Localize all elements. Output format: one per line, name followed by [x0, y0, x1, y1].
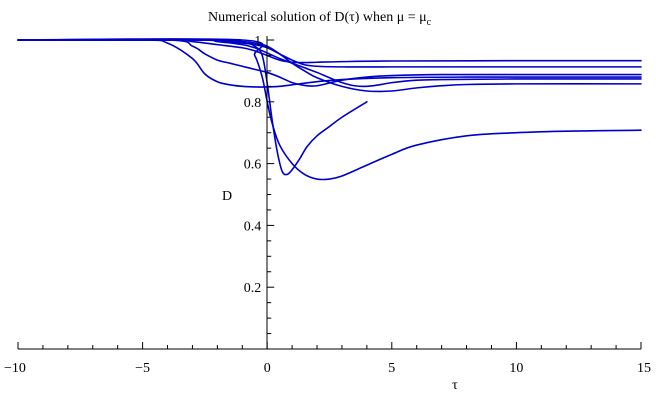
y-tick-label: 0.8	[244, 96, 262, 111]
y-tick-label: 0.2	[244, 281, 262, 296]
x-tick-label: 5	[388, 361, 395, 376]
series-line-1	[17, 39, 642, 64]
y-tick-label: 1	[254, 34, 261, 49]
chart-title-subscript: c	[427, 17, 432, 28]
series-line-4	[17, 38, 642, 87]
y-tick-label: 0.4	[244, 219, 262, 234]
x-tick-label: 0	[264, 361, 271, 376]
chart-title-text: Numerical solution of D(τ) when μ = μ	[208, 10, 427, 25]
x-tick-label: −5	[135, 361, 150, 376]
x-tick-label: 10	[509, 361, 523, 376]
y-ticks: 0.2 0.4 0.6 0.8 1	[244, 34, 275, 335]
series-line-7	[17, 39, 368, 176]
series-line-2	[17, 39, 642, 68]
series-line-6	[17, 39, 642, 93]
chart-title: Numerical solution of D(τ) when μ = μc	[208, 10, 432, 28]
series-line-5	[17, 39, 642, 88]
x-ticks: −10 −5 0 5 10 15	[4, 342, 651, 376]
y-axis-label: D	[222, 189, 232, 204]
y-tick-label: 0.6	[244, 158, 262, 173]
x-axis-label: τ	[452, 378, 458, 393]
series-line-3	[17, 38, 642, 88]
x-tick-label: −10	[4, 361, 26, 376]
series-line-8	[17, 38, 642, 181]
series-group	[17, 38, 642, 181]
x-tick-label: 15	[637, 361, 651, 376]
